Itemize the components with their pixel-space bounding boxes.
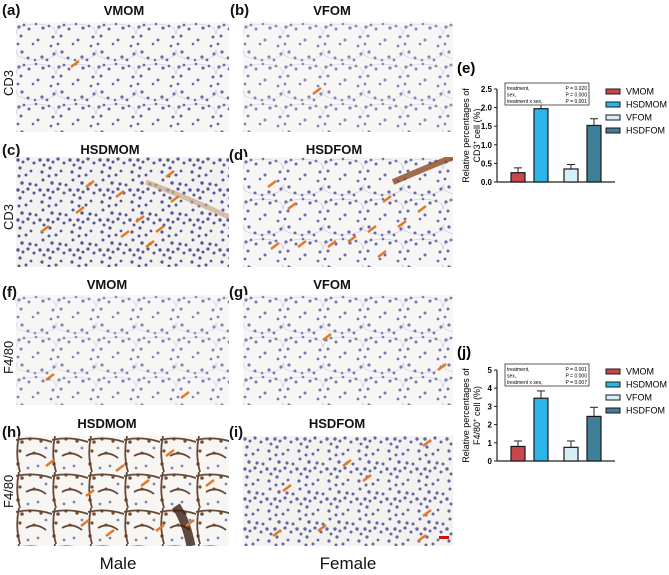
panel-label-c: (c)	[2, 142, 21, 159]
y-tick-label: 0.5	[481, 159, 493, 168]
bar-hsdfom	[586, 124, 602, 183]
stats-term: treatment x sex,	[507, 380, 543, 386]
y-axis-label-line2: F4/80+ cell (%)	[472, 386, 482, 445]
micrograph-d	[243, 157, 453, 267]
y-axis-label-line2: CD3+ cell (%)	[472, 108, 482, 162]
legend-label: VMOM	[626, 367, 654, 377]
row-label-f480-2: F4/80	[1, 474, 16, 508]
legend-label: HSDMOM	[626, 100, 667, 110]
panel-title-g: VFOM	[313, 277, 351, 292]
y-tick-label: 0	[488, 457, 493, 466]
chart-panel-label: (e)	[457, 60, 475, 77]
arrow-icon	[70, 60, 80, 68]
y-tick-label: 2.0	[481, 104, 493, 113]
stats-p: P = 0.001	[566, 367, 588, 373]
legend-swatch	[605, 368, 621, 375]
y-tick-label: 4	[488, 384, 493, 393]
panel-label-a: (a)	[2, 2, 21, 19]
stats-term: treatment,	[507, 367, 530, 373]
legend-label: VFOM	[626, 113, 652, 123]
stats-box	[504, 363, 590, 387]
bar-hsdmom	[533, 397, 549, 462]
legend-label: VMOM	[626, 87, 654, 97]
bar-vfom	[563, 446, 579, 462]
chart-panel-label: (j)	[457, 344, 471, 361]
legend-swatch	[605, 407, 621, 414]
micrograph-a	[16, 22, 229, 132]
micrograph-g	[243, 295, 453, 405]
row-label-cd3-2: CD3	[1, 203, 16, 230]
legend-swatch	[605, 101, 621, 108]
bar-vmom	[510, 172, 526, 183]
column-label-female: Female	[319, 554, 377, 573]
scale-bar	[439, 536, 449, 539]
stats-term: treatment,	[507, 86, 530, 92]
stats-term: sex,	[507, 374, 516, 380]
y-tick-label: 1.0	[481, 141, 493, 150]
row-label-f480-1: F4/80	[1, 340, 16, 374]
panel-title-i: HSDFOM	[308, 416, 366, 431]
y-tick-label: 2	[488, 421, 493, 430]
legend-swatch	[605, 88, 621, 95]
panel-title-b: VFOM	[313, 3, 351, 18]
panel-title-h: HSDMOM	[77, 416, 137, 431]
stats-p: P = 0.000	[566, 93, 588, 99]
legend-label: HSDFOM	[626, 126, 665, 136]
panel-title-a: VMOM	[103, 3, 145, 18]
panel-title-f: VMOM	[86, 277, 128, 292]
micrograph-f	[16, 295, 229, 405]
stats-term: treatment x sex,	[507, 99, 543, 105]
bar-vfom	[563, 168, 579, 183]
y-axis-label: Relative percentages of	[461, 368, 471, 463]
panel-label-b: (b)	[230, 2, 250, 19]
legend-swatch	[605, 381, 621, 388]
panel-label-f: (f)	[2, 284, 17, 301]
micrograph-b	[243, 22, 453, 132]
arrow-icon	[312, 87, 322, 95]
column-label-male: Male	[99, 554, 137, 573]
legend-swatch	[605, 127, 621, 134]
bar-hsdmom	[533, 108, 549, 183]
micrograph-i	[243, 436, 453, 546]
legend-label: HSDFOM	[626, 406, 665, 416]
y-tick-label: 5	[488, 366, 493, 375]
panel-title-d: HSDFOM	[305, 142, 363, 157]
chart-e: (e) Relative percentages of CD3+ cell (%) 0…	[455, 60, 669, 190]
bar-hsdfom	[586, 415, 602, 462]
chart-j: (j) Relative percentages of F4/80+ cell (%…	[455, 326, 669, 466]
y-tick-label: 0.0	[481, 178, 493, 187]
row-label-cd3-1: CD3	[1, 69, 16, 96]
stats-p: P = 0.007	[566, 380, 588, 386]
micrograph-h	[16, 436, 229, 546]
stats-p: P = 0.001	[566, 99, 588, 105]
legend-label: HSDMOM	[626, 380, 667, 390]
legend-swatch	[605, 114, 621, 121]
bar-vmom	[510, 445, 526, 462]
y-tick-label: 1	[488, 439, 493, 448]
y-tick-label: 3	[488, 402, 493, 411]
y-tick-label: 1.5	[481, 122, 493, 131]
stats-p: P = 0.000	[566, 374, 588, 380]
legend-swatch	[605, 394, 621, 401]
y-axis-label: Relative percentages of	[461, 88, 471, 183]
stats-p: P = 0.020	[566, 86, 588, 92]
panel-label-i: (i)	[229, 424, 244, 441]
stats-term: sex,	[507, 93, 516, 99]
micrograph-c	[16, 157, 229, 267]
legend-label: VFOM	[626, 393, 652, 403]
y-tick-label: 2.5	[481, 85, 493, 94]
panel-title-c: HSDMOM	[80, 142, 140, 157]
stats-box	[504, 82, 590, 106]
